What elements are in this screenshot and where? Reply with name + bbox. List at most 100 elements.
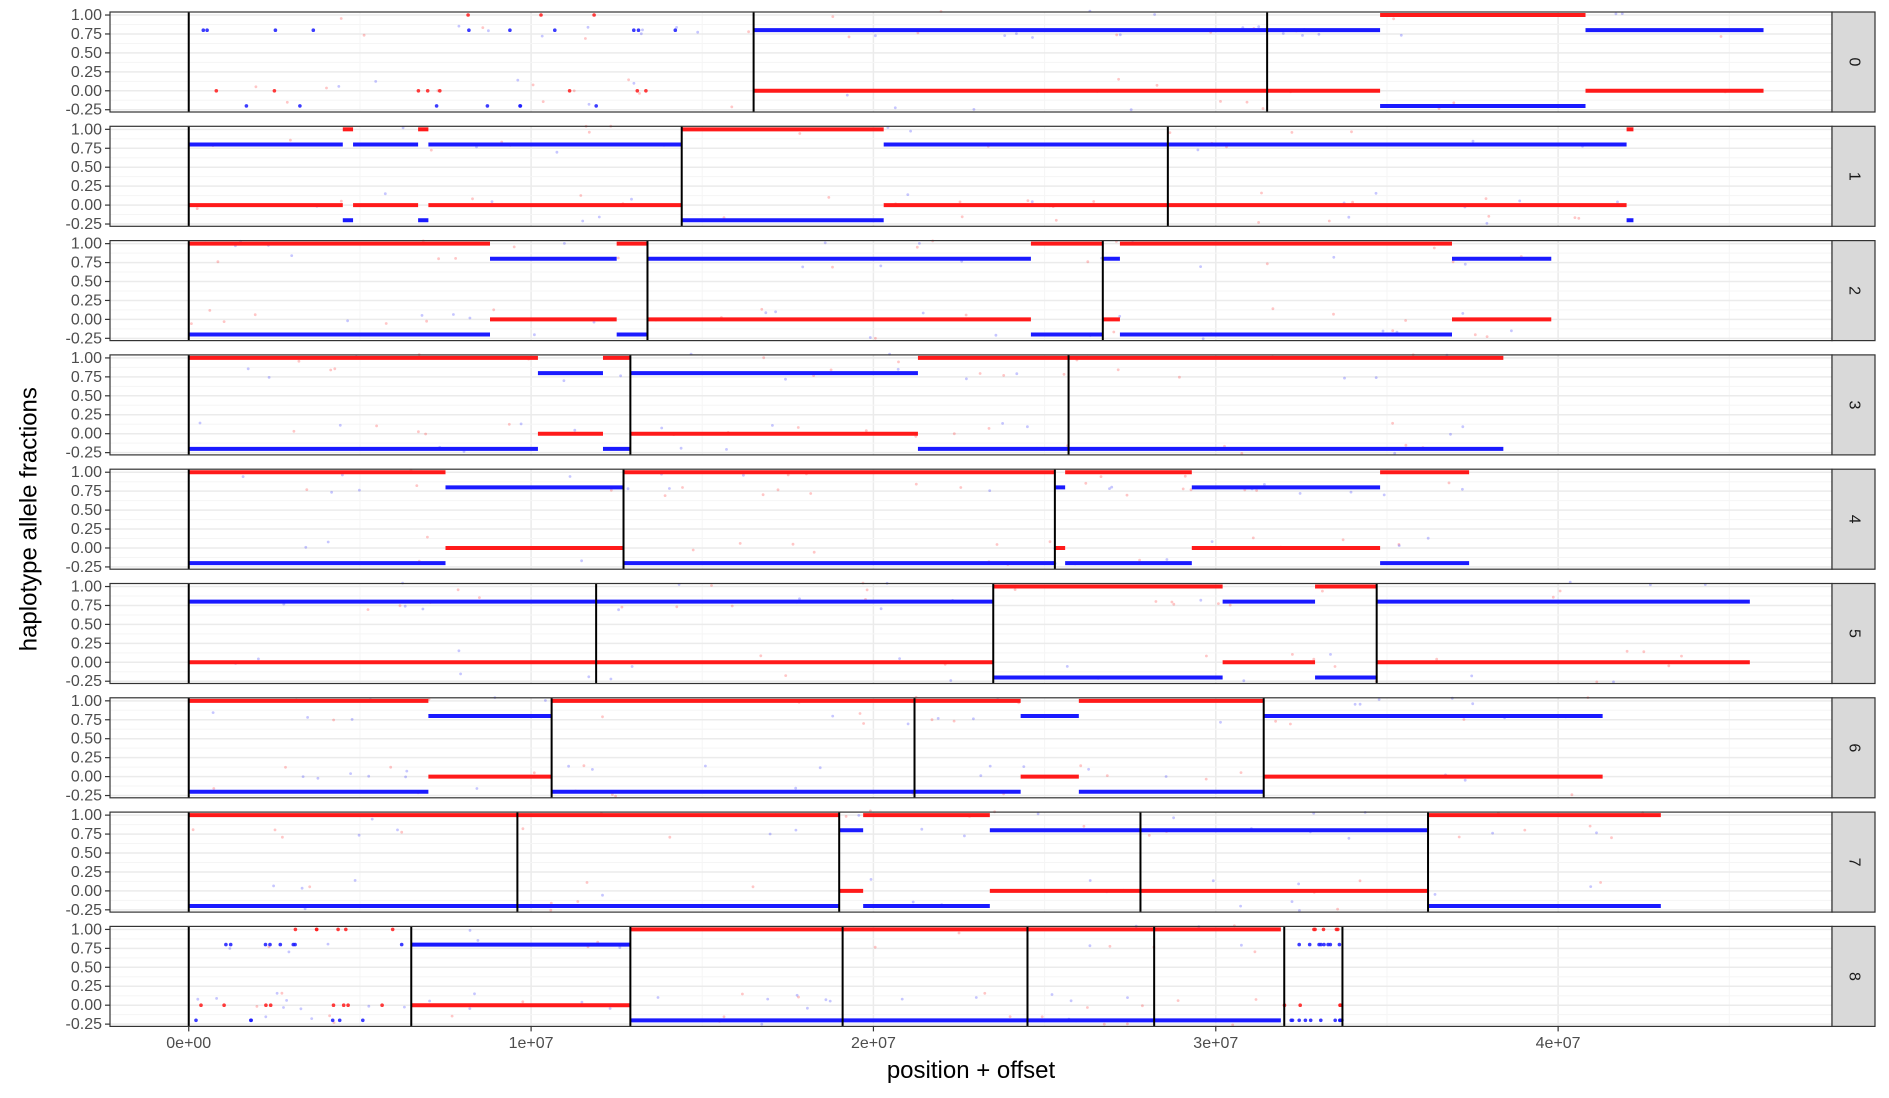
noise-point — [1172, 602, 1176, 606]
noise-point — [914, 435, 918, 438]
noise-point — [404, 775, 407, 779]
noise-point — [873, 945, 877, 949]
noise-point — [1125, 493, 1129, 497]
noise-point — [420, 314, 424, 317]
noise-point — [572, 89, 576, 93]
noise-point — [562, 379, 566, 383]
noise-point — [383, 192, 387, 196]
noise-point — [630, 665, 634, 668]
noise-point — [398, 604, 402, 608]
noise-point — [1610, 836, 1613, 840]
noise-point — [282, 1006, 285, 1009]
noise-point — [541, 100, 545, 103]
sparse-point — [194, 1018, 198, 1023]
noise-point — [906, 722, 910, 726]
noise-point — [829, 368, 833, 372]
noise-point — [1257, 221, 1260, 224]
x-tick-label: 3e+07 — [1193, 1035, 1238, 1052]
noise-point — [400, 830, 404, 834]
noise-point — [1115, 33, 1119, 37]
noise-point — [874, 336, 877, 340]
noise-point — [581, 219, 585, 223]
sparse-point — [592, 13, 596, 17]
noise-point — [761, 493, 765, 497]
y-tick-label: 0.50 — [71, 159, 102, 176]
noise-point — [1257, 25, 1261, 29]
noise-point — [1510, 329, 1513, 333]
noise-point — [487, 29, 490, 33]
noise-point — [426, 535, 429, 539]
sparse-point — [331, 1003, 336, 1007]
noise-point — [1116, 368, 1120, 372]
noise-point — [374, 80, 378, 83]
noise-point — [1199, 265, 1202, 268]
noise-point — [1404, 443, 1408, 447]
y-tick-label: 1.00 — [71, 236, 102, 253]
noise-point — [1432, 246, 1436, 250]
noise-point — [616, 256, 620, 260]
sparse-point — [273, 28, 278, 32]
noise-point — [507, 422, 511, 426]
noise-point — [691, 548, 695, 552]
noise-point — [668, 487, 671, 490]
noise-point — [857, 814, 861, 817]
noise-point — [357, 833, 361, 837]
noise-point — [1462, 718, 1466, 721]
y-tick-label: 0.25 — [71, 521, 102, 538]
noise-point — [768, 832, 772, 836]
noise-point — [275, 991, 279, 995]
sparse-point — [380, 1003, 384, 1007]
noise-point — [1069, 999, 1073, 1003]
noise-point — [1138, 558, 1141, 562]
noise-point — [879, 607, 883, 611]
sparse-point — [1307, 942, 1312, 947]
noise-point — [1001, 422, 1004, 425]
noise-point — [1164, 775, 1168, 778]
noise-point — [533, 333, 536, 337]
noise-point — [909, 129, 912, 133]
y-tick-label: 0.25 — [71, 750, 102, 767]
noise-point — [958, 200, 962, 204]
noise-point — [191, 828, 195, 832]
y-tick-label: 0.75 — [71, 483, 102, 500]
noise-point — [1040, 1015, 1044, 1019]
noise-point — [795, 993, 799, 997]
noise-point — [580, 1000, 584, 1004]
noise-point — [478, 596, 481, 599]
facet-strip — [1831, 697, 1876, 799]
y-tick-label: 1.00 — [71, 807, 102, 824]
sparse-point — [1328, 942, 1333, 947]
noise-point — [587, 130, 591, 134]
noise-point — [1062, 372, 1066, 376]
noise-point — [1165, 558, 1169, 561]
x-axis-title: position + offset — [887, 1057, 1056, 1084]
y-tick-label: 1.00 — [71, 350, 102, 367]
noise-point — [798, 597, 801, 601]
noise-point — [1210, 540, 1214, 543]
noise-point — [367, 774, 371, 778]
y-tick-label: 0.75 — [71, 597, 102, 614]
noise-point — [930, 718, 934, 722]
noise-point — [1449, 432, 1452, 436]
noise-point — [1447, 481, 1451, 485]
facet-strip — [1831, 468, 1876, 570]
noise-point — [573, 428, 577, 432]
noise-point — [1484, 197, 1488, 201]
sparse-point — [636, 28, 641, 32]
noise-point — [818, 766, 822, 770]
noise-point — [911, 900, 915, 904]
noise-point — [1153, 13, 1156, 16]
noise-point — [614, 794, 617, 798]
noise-point — [326, 942, 330, 946]
sparse-point — [268, 1003, 273, 1007]
noise-point — [831, 714, 835, 718]
noise-point — [952, 432, 956, 436]
noise-point — [1030, 200, 1034, 204]
noise-point — [864, 429, 868, 432]
noise-point — [896, 367, 900, 371]
y-tick-label: 0.75 — [71, 712, 102, 729]
noise-point — [1201, 337, 1205, 341]
noise-point — [305, 488, 309, 491]
noise-point — [1289, 722, 1292, 726]
noise-point — [1343, 376, 1346, 380]
